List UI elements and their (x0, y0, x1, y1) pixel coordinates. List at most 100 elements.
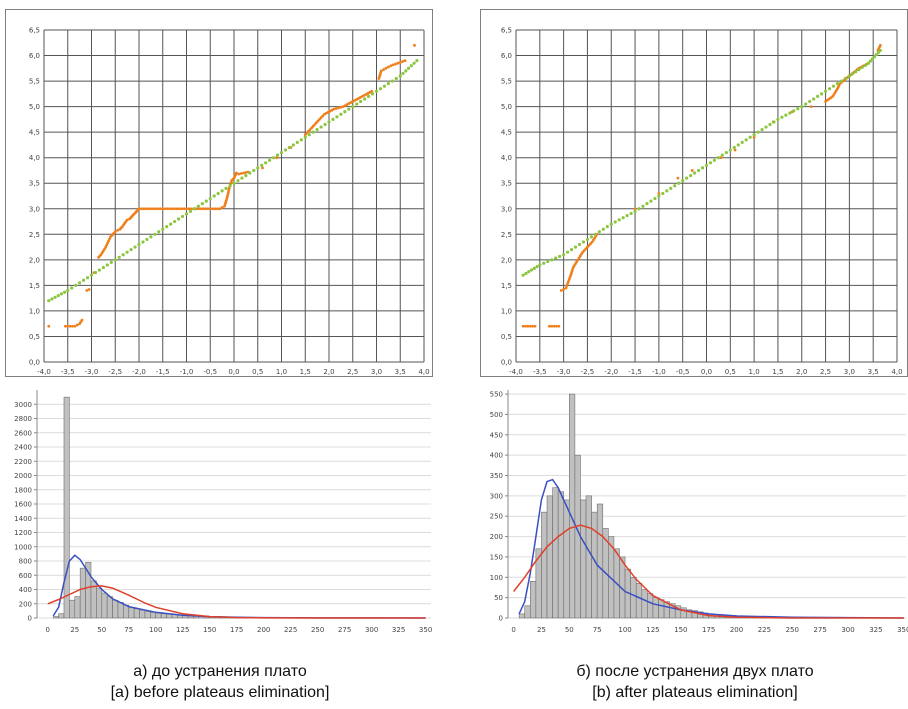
qq-point-orange (878, 43, 882, 47)
qq-point-green (788, 111, 792, 115)
qq-point-green (359, 99, 363, 104)
qq-point-orange (391, 63, 395, 67)
y-tick-label: 200 (490, 533, 503, 541)
qq-point-orange (550, 324, 554, 328)
qq-point-green (716, 156, 721, 160)
y-tick-label: 1,5 (29, 282, 40, 290)
hist-bar (647, 593, 654, 619)
x-tick-label: 100 (618, 626, 631, 634)
hist-bar (524, 605, 531, 619)
qq-point-green (724, 150, 728, 155)
qq-point-green (878, 48, 882, 53)
qq-point-orange (567, 278, 571, 281)
y-tick-label: 4,0 (501, 154, 512, 162)
y-tick-label: 6,0 (501, 52, 512, 60)
qq-point-green (577, 242, 582, 247)
x-tick-label: 3,5 (395, 368, 406, 376)
qq-point-green (529, 268, 534, 272)
qq-point-green (839, 79, 844, 83)
qq-point-green (843, 76, 848, 81)
qq-point-green (374, 89, 379, 93)
y-tick-label: 150 (490, 553, 503, 561)
qq-point-orange (163, 207, 167, 211)
qq-point-green (562, 253, 566, 257)
qq-point-green (812, 97, 816, 101)
x-tick-label: -3,5 (533, 368, 547, 376)
qq-point-orange (147, 207, 150, 211)
qq-point-green (169, 222, 173, 226)
y-tick-label: 3,0 (501, 205, 512, 213)
qq-point-green (613, 220, 617, 224)
y-tick-label: 400 (19, 586, 32, 594)
qq-point-green (573, 245, 578, 249)
qq-point-orange (521, 324, 525, 328)
x-tick-label: -3,5 (61, 368, 75, 376)
qq-point-green (256, 166, 260, 170)
x-tick-label: 50 (97, 626, 106, 634)
qq-point-green (406, 66, 411, 70)
qq-point-green (589, 235, 594, 239)
qq-point-green (56, 294, 60, 298)
y-tick-label: 2800 (14, 415, 32, 423)
qq-point-orange (332, 107, 336, 111)
qq-point-orange (182, 207, 186, 211)
qq-point-green (521, 273, 525, 277)
hist-bar (569, 393, 576, 619)
qq-point-orange (533, 324, 537, 328)
qq-point-green (609, 222, 613, 226)
qq-point-green (173, 219, 177, 224)
qq-point-green (141, 240, 145, 244)
x-tick-label: 75 (593, 626, 602, 634)
qq-point-green (382, 84, 387, 88)
qq-point-orange (394, 62, 397, 66)
qq-point-orange (161, 207, 165, 211)
hist-bar (69, 599, 76, 619)
qq-point-green (386, 82, 390, 86)
qq-point-orange (177, 207, 181, 211)
qq-point-green (129, 248, 133, 252)
qq-point-green (732, 145, 736, 150)
qq-point-orange (547, 324, 551, 328)
qq-point-green (415, 59, 419, 63)
qq-point-green (558, 254, 562, 259)
qq-point-green (661, 191, 665, 196)
y-tick-label: 350 (490, 472, 503, 480)
qq-point-orange (199, 207, 203, 211)
qq-point-green (81, 278, 86, 282)
fit-curve-blue (518, 478, 904, 619)
x-tick-label: 225 (758, 626, 771, 634)
qq-point-green (752, 133, 756, 137)
qq-point-orange (63, 324, 67, 328)
caption-b-ru: б) после устранения двух плато (576, 663, 814, 680)
caption-a: а) до устранения плато [a) before platea… (20, 661, 420, 703)
hist-bar (641, 589, 648, 619)
hist-bar (63, 396, 70, 619)
x-tick-label: 150 (203, 626, 216, 634)
x-tick-label: 0,0 (228, 368, 239, 376)
hist-bar (112, 599, 119, 619)
y-tick-label: 1600 (14, 501, 32, 509)
x-tick-label: 1,5 (772, 368, 783, 376)
qq-point-green (565, 250, 570, 254)
qq-point-green (315, 128, 319, 132)
x-tick-label: -3,0 (85, 368, 99, 376)
hist-bar (574, 454, 581, 619)
qq-point-green (870, 57, 874, 61)
y-tick-label: 1,5 (501, 282, 512, 290)
x-tick-label: 125 (646, 626, 659, 634)
qq-point-green (876, 50, 880, 55)
qq-point-green (412, 61, 416, 65)
hist-bar (96, 587, 103, 619)
qq-point-orange (275, 156, 279, 160)
qq-point-orange (68, 324, 72, 328)
x-tick-label: 225 (284, 626, 297, 634)
qq-point-green (657, 194, 661, 198)
x-tick-label: -2,0 (604, 368, 618, 376)
qq-point-orange (386, 65, 390, 69)
qq-point-orange (413, 43, 416, 47)
qq-point-green (857, 67, 861, 72)
qq-point-orange (149, 207, 153, 211)
qq-point-green (351, 105, 355, 109)
qq-point-green (542, 261, 546, 265)
qq-point-green (677, 181, 681, 185)
